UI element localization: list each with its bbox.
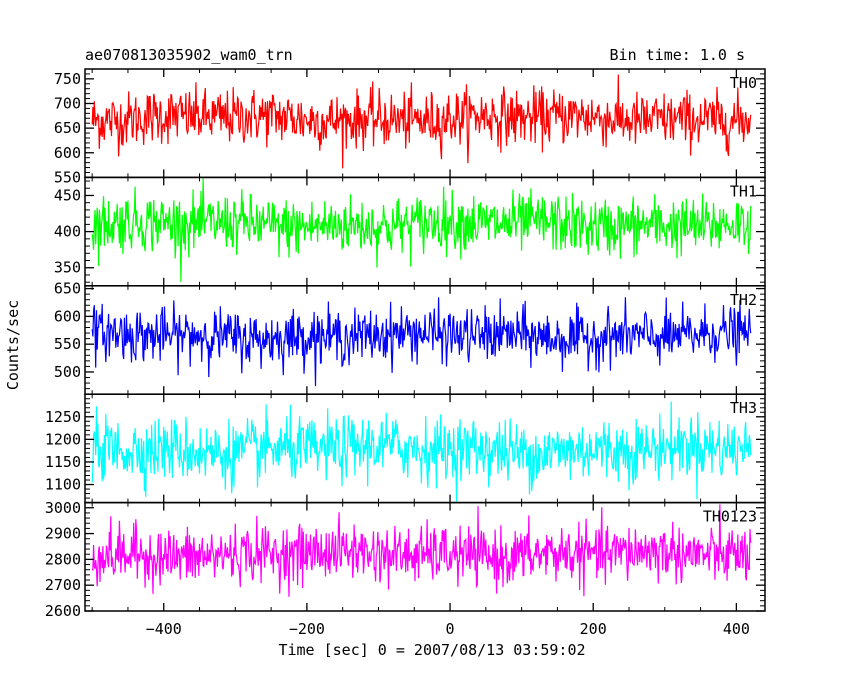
- x-axis-label: Time [sec] 0 = 2007/08/13 03:59:02: [278, 641, 585, 659]
- panel-frame-th0123: [84, 501, 766, 612]
- series-line-th2: [91, 297, 752, 387]
- y-tick-label: 550: [54, 168, 81, 186]
- y-tick-label: 2900: [45, 525, 81, 543]
- y-tick-label: 400: [54, 223, 81, 241]
- series-label-th2: TH2: [730, 291, 757, 309]
- y-tick-label: 3000: [45, 499, 81, 517]
- y-axis-label: Counts/sec: [4, 300, 22, 390]
- y-tick-label: 500: [54, 363, 81, 381]
- series-line-th0123: [91, 504, 752, 597]
- x-tick-label: 400: [723, 620, 750, 638]
- y-tick-label: 650: [54, 119, 81, 137]
- series-label-th0: TH0: [730, 74, 757, 92]
- y-tick-label: 1250: [45, 408, 81, 426]
- y-tick-label: 600: [54, 307, 81, 325]
- y-tick-label: 2600: [45, 602, 81, 620]
- x-tick-label: 200: [580, 620, 607, 638]
- y-tick-label: 1200: [45, 430, 81, 448]
- y-tick-label: 550: [54, 335, 81, 353]
- series-label-th0123: TH0123: [703, 508, 757, 526]
- series-line-th3: [91, 401, 752, 502]
- x-tick-label: −400: [146, 620, 182, 638]
- y-tick-label: 450: [54, 186, 81, 204]
- series-label-th1: TH1: [730, 182, 757, 200]
- y-tick-label: 1150: [45, 453, 81, 471]
- bin-time-label: Bin time: 1.0 s: [610, 46, 745, 64]
- y-tick-label: 700: [54, 94, 81, 112]
- y-tick-label: 600: [54, 144, 81, 162]
- x-tick-label: −200: [289, 620, 325, 638]
- panels-group: 550 600 650 700 750 TH0 350 400 450 TH1 500 550 600 6…: [45, 68, 766, 638]
- x-tick-label: 0: [446, 620, 455, 638]
- series-line-th1: [91, 177, 752, 282]
- series-label-th3: TH3: [730, 399, 757, 417]
- y-tick-label: 650: [54, 280, 81, 298]
- chart-title: ae070813035902_wam0_trn: [85, 46, 293, 64]
- y-tick-label: 1100: [45, 476, 81, 494]
- y-tick-label: 2700: [45, 576, 81, 594]
- series-line-th0: [91, 74, 752, 169]
- y-tick-label: 350: [54, 259, 81, 277]
- y-tick-label: 750: [54, 70, 81, 88]
- y-tick-label: 2800: [45, 550, 81, 568]
